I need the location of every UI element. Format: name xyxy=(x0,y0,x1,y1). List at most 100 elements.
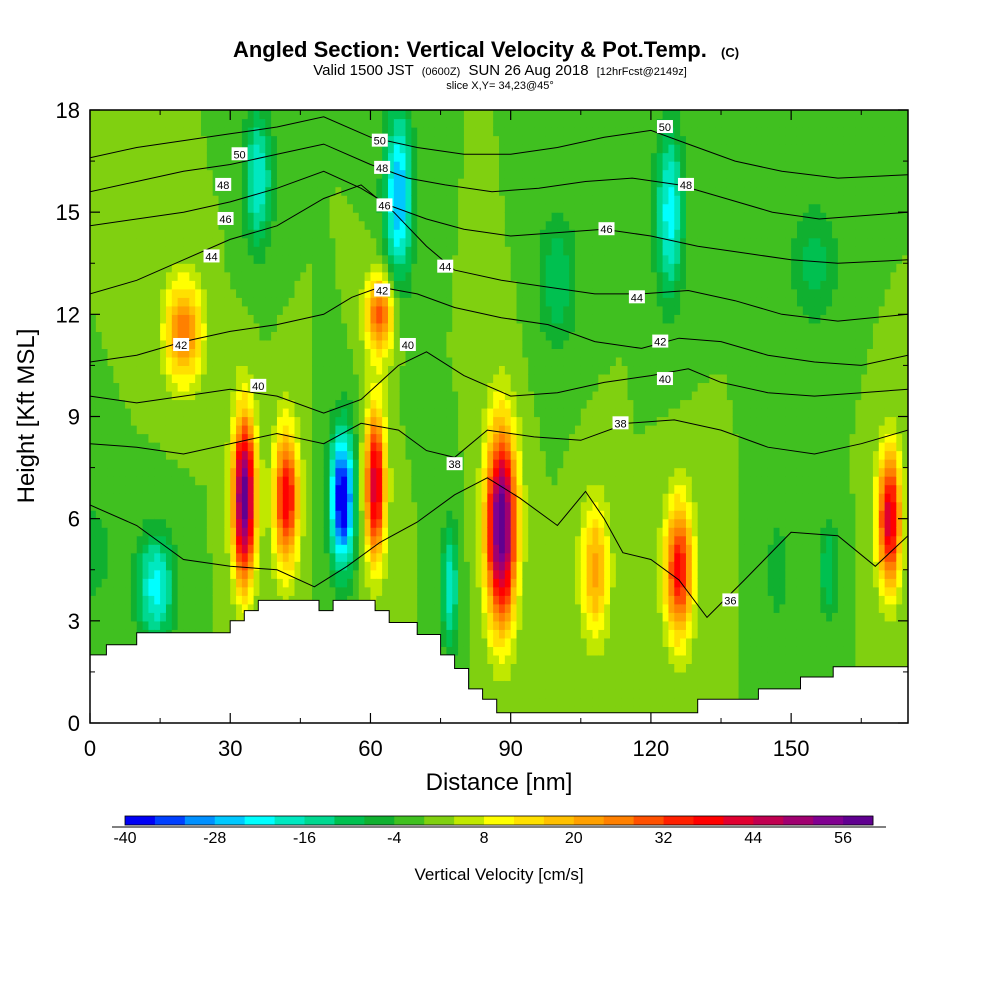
velocity-cell xyxy=(148,127,155,137)
velocity-cell xyxy=(224,229,231,239)
velocity-cell xyxy=(142,339,150,349)
velocity-cell xyxy=(306,510,313,520)
velocity-cell xyxy=(434,578,442,588)
velocity-cell xyxy=(265,356,272,367)
velocity-cell xyxy=(95,586,103,596)
velocity-cell xyxy=(446,212,453,222)
velocity-cell xyxy=(171,586,179,596)
velocity-cell xyxy=(177,314,185,324)
velocity-cell xyxy=(306,595,313,605)
velocity-cell xyxy=(411,212,418,222)
velocity-cell xyxy=(294,407,301,418)
velocity-cell xyxy=(195,578,202,588)
velocity-cell xyxy=(148,365,155,375)
velocity-cell xyxy=(136,305,144,315)
velocity-cell xyxy=(428,305,436,315)
velocity-cell xyxy=(136,246,144,256)
velocity-cell xyxy=(481,229,488,239)
velocity-cell xyxy=(259,331,266,341)
velocity-cell xyxy=(417,612,424,622)
chart-title-suffix: (C) xyxy=(721,45,739,60)
velocity-cell xyxy=(405,373,412,384)
velocity-cell xyxy=(376,493,383,503)
velocity-cell xyxy=(171,271,179,281)
velocity-cell xyxy=(458,186,465,196)
velocity-cell xyxy=(428,569,436,579)
velocity-cell xyxy=(253,186,261,196)
velocity-cell xyxy=(288,161,296,171)
velocity-cell xyxy=(142,203,150,213)
velocity-cell xyxy=(405,195,412,205)
velocity-cell xyxy=(160,263,167,273)
velocity-cell xyxy=(165,510,173,520)
velocity-cell xyxy=(125,561,132,571)
velocity-cell xyxy=(347,365,354,375)
velocity-cell xyxy=(428,220,436,230)
velocity-cell xyxy=(259,510,266,520)
velocity-cell xyxy=(212,390,220,401)
velocity-cell xyxy=(201,237,208,247)
velocity-cell xyxy=(119,535,126,545)
velocity-cell xyxy=(417,178,424,188)
velocity-cell xyxy=(142,382,150,392)
velocity-cell xyxy=(136,467,144,477)
velocity-cell xyxy=(206,152,214,162)
velocity-cell xyxy=(428,561,436,571)
chart-slice-info: slice X,Y= 34,23@45° xyxy=(446,80,554,92)
velocity-cell xyxy=(469,161,477,171)
velocity-cell xyxy=(212,561,220,571)
velocity-cell xyxy=(417,348,424,358)
velocity-cell xyxy=(364,535,372,545)
velocity-cell xyxy=(370,246,377,256)
velocity-cell xyxy=(212,450,220,460)
velocity-cell xyxy=(241,161,249,171)
velocity-cell xyxy=(323,510,331,520)
velocity-cell xyxy=(113,595,120,605)
velocity-cell xyxy=(113,178,120,188)
velocity-cell xyxy=(317,476,325,486)
velocity-cell xyxy=(405,467,412,477)
velocity-cell xyxy=(201,152,208,162)
velocity-cell xyxy=(136,561,144,571)
velocity-cell xyxy=(189,178,196,188)
velocity-cell xyxy=(434,144,442,154)
velocity-cell xyxy=(300,535,307,545)
velocity-cell xyxy=(352,118,360,128)
velocity-cell xyxy=(393,220,401,230)
velocity-cell xyxy=(475,510,483,520)
velocity-cell xyxy=(329,356,336,367)
velocity-cell xyxy=(142,569,150,579)
velocity-cell xyxy=(206,118,214,128)
velocity-cell xyxy=(481,169,488,179)
velocity-cell xyxy=(107,127,114,137)
velocity-cell xyxy=(317,544,325,554)
velocity-cell xyxy=(300,450,307,460)
velocity-cell xyxy=(171,280,179,290)
velocity-cell xyxy=(405,322,412,332)
velocity-cell xyxy=(148,416,155,426)
velocity-cell xyxy=(387,169,395,179)
velocity-cell xyxy=(224,356,231,367)
velocity-cell xyxy=(212,620,220,630)
velocity-cell xyxy=(154,254,161,264)
velocity-cell xyxy=(201,416,208,426)
velocity-cell xyxy=(440,271,448,281)
velocity-cell xyxy=(446,433,453,443)
velocity-cell xyxy=(154,178,161,188)
velocity-cell xyxy=(189,518,196,528)
velocity-cell xyxy=(160,118,167,128)
velocity-cell xyxy=(206,365,214,375)
velocity-cell xyxy=(347,331,354,341)
velocity-cell xyxy=(300,203,307,213)
velocity-cell xyxy=(119,510,126,520)
velocity-cell xyxy=(90,552,97,562)
velocity-cell xyxy=(136,578,144,588)
velocity-cell xyxy=(306,288,313,298)
velocity-cell xyxy=(119,382,126,392)
velocity-cell xyxy=(294,127,301,137)
velocity-cell xyxy=(212,288,220,298)
velocity-cell xyxy=(189,433,196,443)
velocity-cell xyxy=(154,595,161,605)
velocity-cell xyxy=(142,110,150,120)
velocity-cell xyxy=(119,552,126,562)
